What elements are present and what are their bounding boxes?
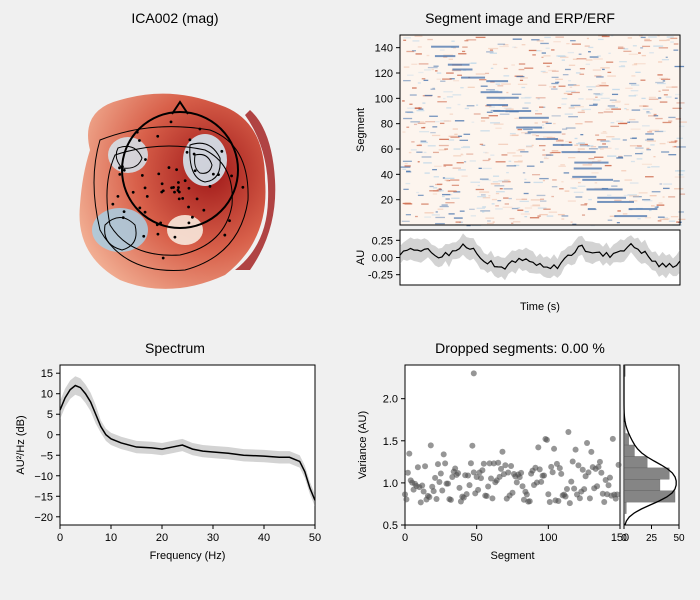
svg-text:Segment: Segment: [490, 550, 534, 562]
svg-text:10: 10: [41, 389, 53, 401]
svg-text:0: 0: [47, 430, 53, 442]
svg-text:30: 30: [207, 532, 219, 544]
svg-text:0: 0: [57, 532, 63, 544]
svg-text:100: 100: [539, 532, 557, 544]
dropped-panel: Dropped segments: 0.00 % 0501001500.51.0…: [350, 340, 690, 600]
svg-text:Time (s): Time (s): [520, 301, 560, 313]
svg-text:50: 50: [471, 532, 483, 544]
svg-text:140: 140: [375, 43, 393, 55]
segment-title: Segment image and ERP/ERF: [350, 10, 690, 26]
svg-text:5: 5: [47, 409, 53, 421]
svg-text:−5: −5: [40, 450, 53, 462]
dropped-title: Dropped segments: 0.00 %: [350, 340, 690, 356]
svg-text:40: 40: [258, 532, 270, 544]
spectrum-title: Spectrum: [10, 340, 340, 356]
svg-text:0.5: 0.5: [383, 520, 398, 532]
svg-text:0.25: 0.25: [372, 235, 393, 247]
svg-text:80: 80: [381, 119, 393, 131]
topomap-chart: [10, 30, 330, 310]
dropped-chart: 0501001500.51.01.52.0SegmentVariance (AU…: [350, 360, 690, 580]
svg-text:50: 50: [309, 532, 321, 544]
svg-text:0.00: 0.00: [372, 253, 393, 265]
svg-text:1.5: 1.5: [383, 436, 398, 448]
svg-text:120: 120: [375, 68, 393, 80]
spectrum-panel: Spectrum 0 10 20 30 40 50 −20 −15 −10 −5 0 5 10 15 Fre…: [10, 340, 340, 600]
svg-text:20: 20: [381, 195, 393, 207]
svg-text:60: 60: [381, 144, 393, 156]
svg-text:Variance (AU): Variance (AU): [357, 411, 369, 479]
svg-text:50: 50: [673, 533, 685, 544]
svg-text:−10: −10: [34, 471, 53, 483]
svg-text:-0.25: -0.25: [368, 270, 393, 282]
svg-text:AU: AU: [355, 250, 367, 265]
svg-text:2.0: 2.0: [383, 394, 398, 406]
topomap-panel: ICA002 (mag): [10, 10, 340, 330]
segment-chart: 20 40 60 80 100 120 140 Segment -0.25 0.00 0.25 AU T…: [350, 30, 690, 320]
svg-text:100: 100: [375, 93, 393, 105]
svg-text:0: 0: [621, 533, 627, 544]
spectrum-chart: 0 10 20 30 40 50 −20 −15 −10 −5 0 5 10 15 Frequency (H…: [10, 360, 330, 580]
svg-text:AU²/Hz (dB): AU²/Hz (dB): [15, 415, 27, 474]
svg-text:40: 40: [381, 169, 393, 181]
svg-text:15: 15: [41, 368, 53, 380]
svg-text:20: 20: [156, 532, 168, 544]
svg-text:25: 25: [646, 533, 658, 544]
svg-text:0: 0: [402, 532, 408, 544]
svg-text:1.0: 1.0: [383, 478, 398, 490]
topomap-title: ICA002 (mag): [10, 10, 340, 26]
segment-panel: Segment image and ERP/ERF 20 40 60 80 100 120…: [350, 10, 690, 330]
svg-text:Frequency (Hz): Frequency (Hz): [150, 550, 226, 562]
svg-text:10: 10: [105, 532, 117, 544]
svg-text:−20: −20: [34, 512, 53, 524]
svg-text:−15: −15: [34, 491, 53, 503]
svg-text:Segment: Segment: [355, 108, 367, 152]
